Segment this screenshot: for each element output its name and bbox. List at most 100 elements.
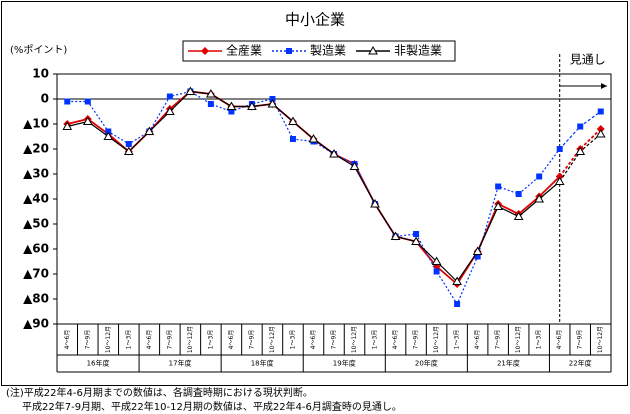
x-tick-label: 10～12月: [269, 326, 276, 353]
data-point: [82, 116, 93, 125]
chart-frame: [1, 1, 628, 386]
y-tick-label: ▲20: [23, 142, 49, 156]
data-point: [103, 131, 114, 140]
y-tick-label: ▲10: [23, 117, 49, 131]
data-point: [144, 126, 155, 135]
x-tick-label: 10～12月: [597, 326, 604, 353]
x-tick-label: 7～9月: [248, 330, 255, 350]
y-tick-label: ▲30: [23, 167, 49, 181]
data-point: [166, 93, 173, 100]
series-line: [558, 128, 602, 178]
data-point: [595, 128, 606, 138]
data-point: [329, 148, 339, 158]
legend-label: 非製造業: [394, 44, 442, 58]
legend-box: [182, 40, 456, 62]
legend-marker: [286, 48, 293, 54]
group-label: 18年度: [251, 359, 274, 368]
data-point: [454, 301, 461, 307]
plot-area: [56, 73, 612, 325]
data-point: [370, 198, 380, 208]
x-tick-label: 10～12月: [433, 326, 440, 353]
x-tick-label: 4～6月: [310, 330, 317, 350]
data-point: [597, 108, 604, 115]
x-tick-label: 7～9月: [577, 330, 584, 350]
data-point: [288, 116, 298, 125]
data-point: [515, 191, 522, 197]
series-line: [559, 133, 602, 182]
x-tick-label: 1～3月: [125, 330, 132, 350]
note: 平成22年7-9月期、平成22年10-12月期の数値は、平成22年4-6月調査時…: [22, 400, 402, 413]
chart-title: 中小企業: [285, 11, 345, 29]
data-point: [411, 236, 421, 245]
data-point: [84, 98, 91, 105]
group-label: 17年度: [169, 359, 192, 368]
x-tick-label: 4～6月: [228, 330, 235, 350]
data-point: [577, 123, 584, 130]
y-axis-label: (%ポイント): [10, 44, 67, 56]
series-line: [559, 111, 602, 150]
group-label: 21年度: [497, 359, 520, 368]
data-point: [206, 88, 216, 98]
series-line: [67, 90, 561, 306]
y-tick-label: 10: [32, 67, 49, 81]
y-tick-label: ▲90: [23, 317, 49, 331]
y-tick-label: ▲70: [23, 267, 49, 281]
legend-label: 全産業: [226, 43, 262, 58]
y-tick-label: ▲80: [23, 292, 49, 306]
x-tick-label: 7～9月: [495, 330, 502, 350]
data-point: [556, 146, 563, 152]
data-point: [125, 141, 132, 147]
data-point: [575, 146, 586, 155]
x-tick-label: 10～12月: [351, 326, 358, 353]
data-point: [62, 121, 73, 130]
data-point: [413, 231, 420, 237]
data-point: [390, 231, 401, 240]
group-label: 20年度: [415, 359, 438, 368]
data-point: [226, 101, 237, 110]
x-tick-label: 4～6月: [556, 330, 563, 350]
group-label: 22年度: [569, 359, 592, 368]
legend: 全産業 製造業 非製造業: [182, 40, 456, 62]
y-tick-label: ▲50: [23, 217, 49, 231]
group-label: 16年度: [87, 359, 110, 368]
data-point: [472, 246, 483, 255]
x-tick-label: 10～12月: [187, 326, 194, 353]
series-line: [67, 90, 561, 283]
data-point: [493, 201, 504, 210]
y-tick-label: ▲60: [23, 242, 49, 256]
legend-marker: [201, 47, 209, 55]
data-point: [308, 133, 319, 143]
legend-label: 製造業: [310, 44, 346, 58]
data-point: [513, 211, 524, 220]
x-tick-label: 1～3月: [372, 330, 379, 350]
x-tick-label: 1～3月: [207, 330, 214, 350]
data-point: [228, 108, 235, 115]
x-tick-label: 10～12月: [105, 326, 112, 353]
data-point: [207, 101, 214, 107]
x-tick-label: 1～3月: [536, 330, 543, 350]
x-tick-label: 7～9月: [166, 330, 173, 350]
forecast-arrowhead: [601, 83, 607, 89]
x-tick-label: 7～9月: [84, 330, 91, 350]
data-point: [452, 276, 462, 285]
group-label: 19年度: [333, 359, 356, 368]
x-tick-label: 1～3月: [289, 330, 296, 350]
data-point: [289, 136, 296, 142]
data-point: [495, 183, 502, 190]
series-line: [67, 90, 561, 286]
data-point: [536, 173, 543, 180]
data-point: [64, 98, 71, 105]
y-tick-label: ▲40: [23, 192, 49, 206]
forecast-label: 見通し: [570, 53, 606, 67]
note: (注)平成22年4-6月期までの数値は、各調査時期における現状判断。: [6, 386, 313, 399]
data-point: [431, 256, 442, 265]
data-point: [474, 253, 481, 260]
x-tick-label: 1～3月: [454, 330, 461, 350]
data-point: [433, 268, 440, 275]
data-point: [349, 161, 360, 170]
data-point: [534, 193, 545, 203]
legend-marker: [368, 45, 378, 55]
x-tick-label: 4～6月: [146, 330, 153, 350]
x-tick-label: 4～6月: [392, 330, 399, 350]
